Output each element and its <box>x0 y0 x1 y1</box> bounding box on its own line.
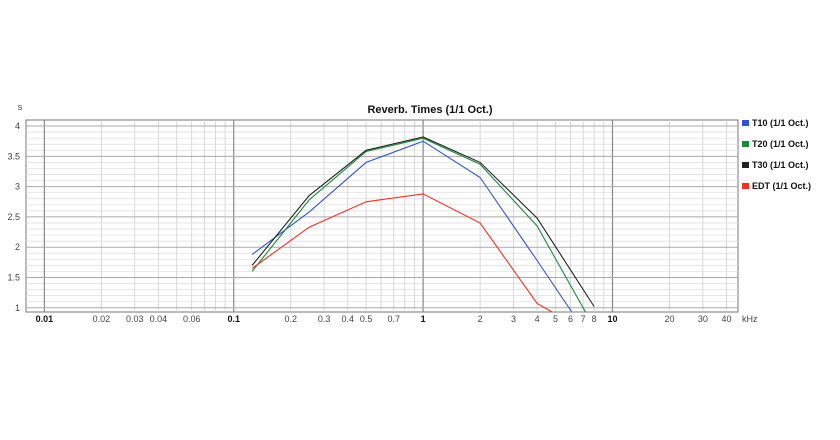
chart-title: Reverb. Times (1/1 Oct.) <box>367 104 492 116</box>
legend: T10 (1/1 Oct.) T20 (1/1 Oct.) T30 (1/1 Oct… <box>742 118 811 191</box>
x-axis-unit: kHz <box>742 314 758 324</box>
x-tick-label: 7 <box>581 314 586 324</box>
x-tick-label: 8 <box>592 314 597 324</box>
series-line-t20 <box>251 137 586 312</box>
legend-label: T30 (1/1 Oct.) <box>752 160 809 170</box>
legend-label: EDT (1/1 Oct.) <box>752 181 811 191</box>
x-tick-label: 0.04 <box>150 314 168 324</box>
x-tick-label: 10 <box>607 314 617 324</box>
y-tick-label: 1.5 <box>7 272 20 282</box>
legend-swatch <box>742 141 749 147</box>
x-tick-label: 30 <box>698 314 708 324</box>
legend-label: T10 (1/1 Oct.) <box>752 118 809 128</box>
x-tick-label: 0.3 <box>318 314 331 324</box>
x-tick-label: 0.03 <box>126 314 144 324</box>
y-tick-labels: 1 1.5 2 2.5 3 3.5 4 <box>7 121 20 313</box>
x-tick-label: 6 <box>568 314 573 324</box>
x-tick-label: 5 <box>553 314 558 324</box>
x-tick-label: 0.2 <box>284 314 297 324</box>
legend-swatch <box>742 120 749 126</box>
x-tick-label: 1 <box>421 314 426 324</box>
x-tick-label: 0.4 <box>341 314 354 324</box>
y-tick-label: 3.5 <box>7 151 20 161</box>
x-tick-label: 3 <box>511 314 516 324</box>
x-tick-label: 40 <box>721 314 731 324</box>
y-tick-label: 2.5 <box>7 212 20 222</box>
x-tick-label: 2 <box>478 314 483 324</box>
x-tick-label: 0.5 <box>360 314 373 324</box>
x-tick-label: 20 <box>664 314 674 324</box>
plot-area <box>25 119 739 313</box>
y-tick-label: 3 <box>15 182 20 192</box>
x-tick-label: 0.02 <box>93 314 111 324</box>
series-lines <box>251 136 595 312</box>
legend-label: T20 (1/1 Oct.) <box>752 139 809 149</box>
grid-minor <box>26 120 738 312</box>
x-tick-labels: 0.01 0.02 0.03 0.04 0.06 0.1 0.2 0.3 0.4 0.5 0.7 1 2… <box>36 314 732 324</box>
legend-swatch <box>742 183 749 189</box>
y-tick-label: 1 <box>15 303 20 313</box>
series-line-t10 <box>251 140 573 312</box>
y-tick-label: 4 <box>15 121 20 131</box>
x-tick-label: 0.06 <box>183 314 201 324</box>
y-tick-label: 2 <box>15 242 20 252</box>
x-tick-label: 4 <box>535 314 540 324</box>
legend-swatch <box>742 162 749 168</box>
x-tick-label: 0.01 <box>36 314 54 324</box>
series-line-edt <box>251 193 553 312</box>
y-axis-unit: s <box>18 102 23 112</box>
x-tick-label: 0.1 <box>227 314 240 324</box>
x-tick-label: 0.7 <box>388 314 401 324</box>
series-line-t30 <box>251 136 595 307</box>
